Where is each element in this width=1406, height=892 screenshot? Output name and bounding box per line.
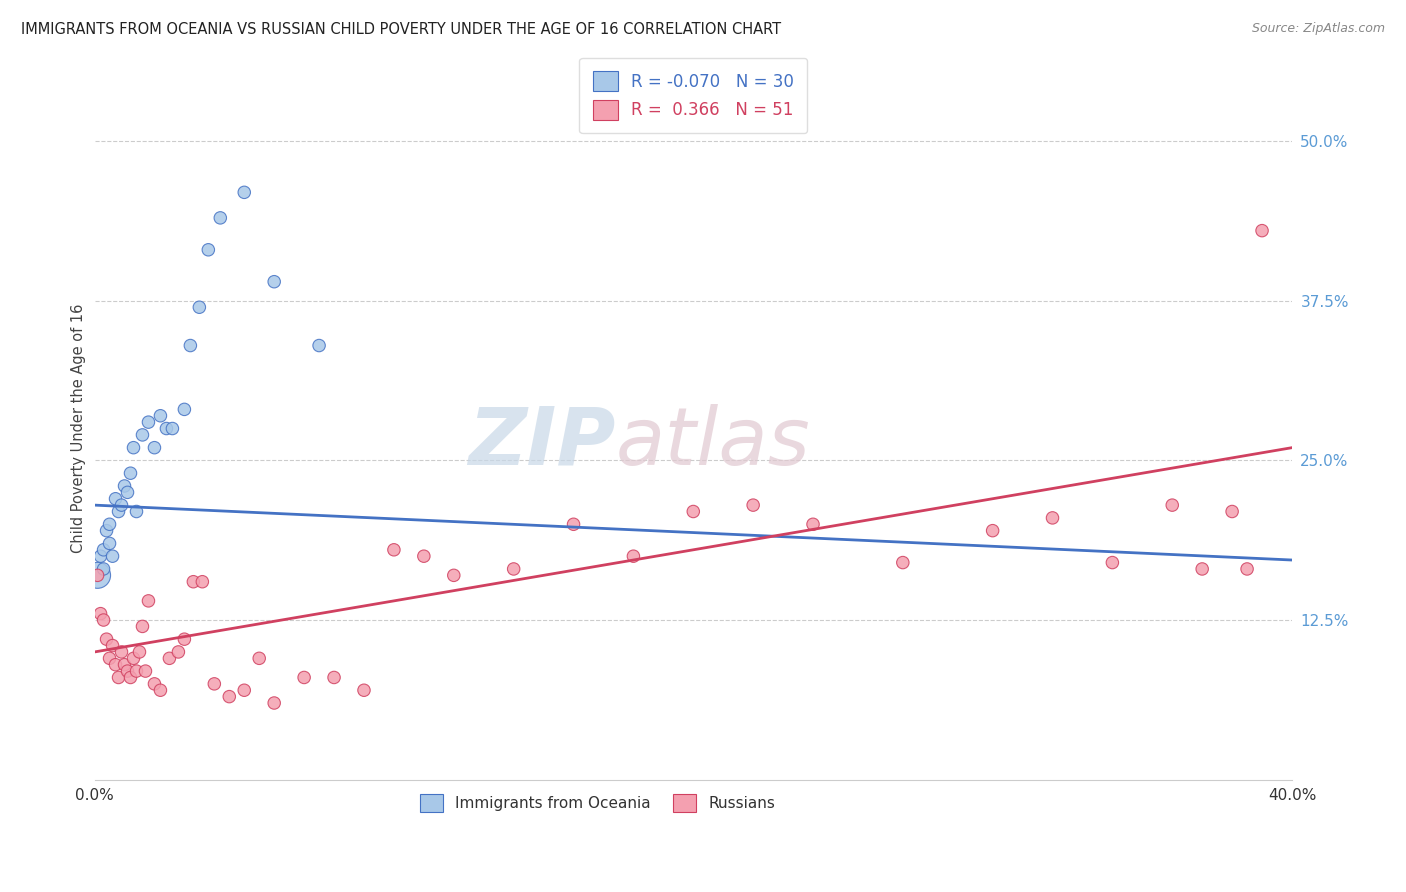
Point — [110, 498, 132, 512]
Point — [1191, 562, 1213, 576]
Point — [114, 657, 136, 672]
Point — [742, 498, 765, 512]
Point — [107, 504, 129, 518]
Point — [143, 677, 166, 691]
Point — [292, 670, 315, 684]
Point — [117, 664, 139, 678]
Point — [104, 657, 127, 672]
Point — [93, 613, 115, 627]
Point — [623, 549, 645, 564]
Point — [138, 415, 160, 429]
Point — [801, 517, 824, 532]
Point — [202, 677, 225, 691]
Point — [1236, 562, 1258, 576]
Point — [891, 556, 914, 570]
Point — [90, 549, 112, 564]
Point — [120, 670, 142, 684]
Point — [149, 409, 172, 423]
Point — [1251, 224, 1274, 238]
Point — [218, 690, 240, 704]
Text: atlas: atlas — [616, 403, 810, 482]
Point — [96, 524, 118, 538]
Text: IMMIGRANTS FROM OCEANIA VS RUSSIAN CHILD POVERTY UNDER THE AGE OF 16 CORRELATION: IMMIGRANTS FROM OCEANIA VS RUSSIAN CHILD… — [21, 22, 782, 37]
Point — [233, 683, 256, 698]
Y-axis label: Child Poverty Under the Age of 16: Child Poverty Under the Age of 16 — [72, 304, 86, 553]
Point — [209, 211, 232, 225]
Point — [98, 517, 121, 532]
Point — [134, 664, 156, 678]
Point — [98, 651, 121, 665]
Point — [443, 568, 465, 582]
Point — [981, 524, 1004, 538]
Point — [197, 243, 219, 257]
Point — [98, 536, 121, 550]
Point — [90, 607, 112, 621]
Point — [1101, 556, 1123, 570]
Point — [143, 441, 166, 455]
Point — [157, 651, 180, 665]
Point — [562, 517, 585, 532]
Point — [1042, 511, 1064, 525]
Point — [412, 549, 434, 564]
Point — [247, 651, 270, 665]
Point — [122, 441, 145, 455]
Point — [101, 549, 124, 564]
Point — [131, 619, 153, 633]
Point — [131, 428, 153, 442]
Point — [86, 568, 108, 582]
Point — [682, 504, 704, 518]
Point — [191, 574, 214, 589]
Text: Source: ZipAtlas.com: Source: ZipAtlas.com — [1251, 22, 1385, 36]
Legend: Immigrants from Oceania, Russians: Immigrants from Oceania, Russians — [408, 781, 787, 824]
Point — [125, 664, 148, 678]
Point — [1161, 498, 1184, 512]
Point — [122, 651, 145, 665]
Point — [188, 300, 211, 314]
Point — [353, 683, 375, 698]
Point — [179, 338, 201, 352]
Point — [93, 542, 115, 557]
Point — [120, 467, 142, 481]
Point — [263, 696, 285, 710]
Point — [323, 670, 346, 684]
Point — [155, 421, 177, 435]
Point — [117, 485, 139, 500]
Point — [308, 338, 330, 352]
Point — [101, 639, 124, 653]
Point — [104, 491, 127, 506]
Point — [125, 504, 148, 518]
Point — [138, 594, 160, 608]
Point — [502, 562, 524, 576]
Point — [114, 479, 136, 493]
Point — [93, 562, 115, 576]
Point — [173, 632, 195, 647]
Point — [183, 574, 205, 589]
Point — [263, 275, 285, 289]
Point — [86, 568, 108, 582]
Point — [233, 186, 256, 200]
Point — [173, 402, 195, 417]
Point — [110, 645, 132, 659]
Point — [149, 683, 172, 698]
Point — [382, 542, 405, 557]
Point — [107, 670, 129, 684]
Point — [162, 421, 184, 435]
Point — [128, 645, 150, 659]
Point — [167, 645, 190, 659]
Point — [96, 632, 118, 647]
Point — [1220, 504, 1243, 518]
Text: ZIP: ZIP — [468, 403, 616, 482]
